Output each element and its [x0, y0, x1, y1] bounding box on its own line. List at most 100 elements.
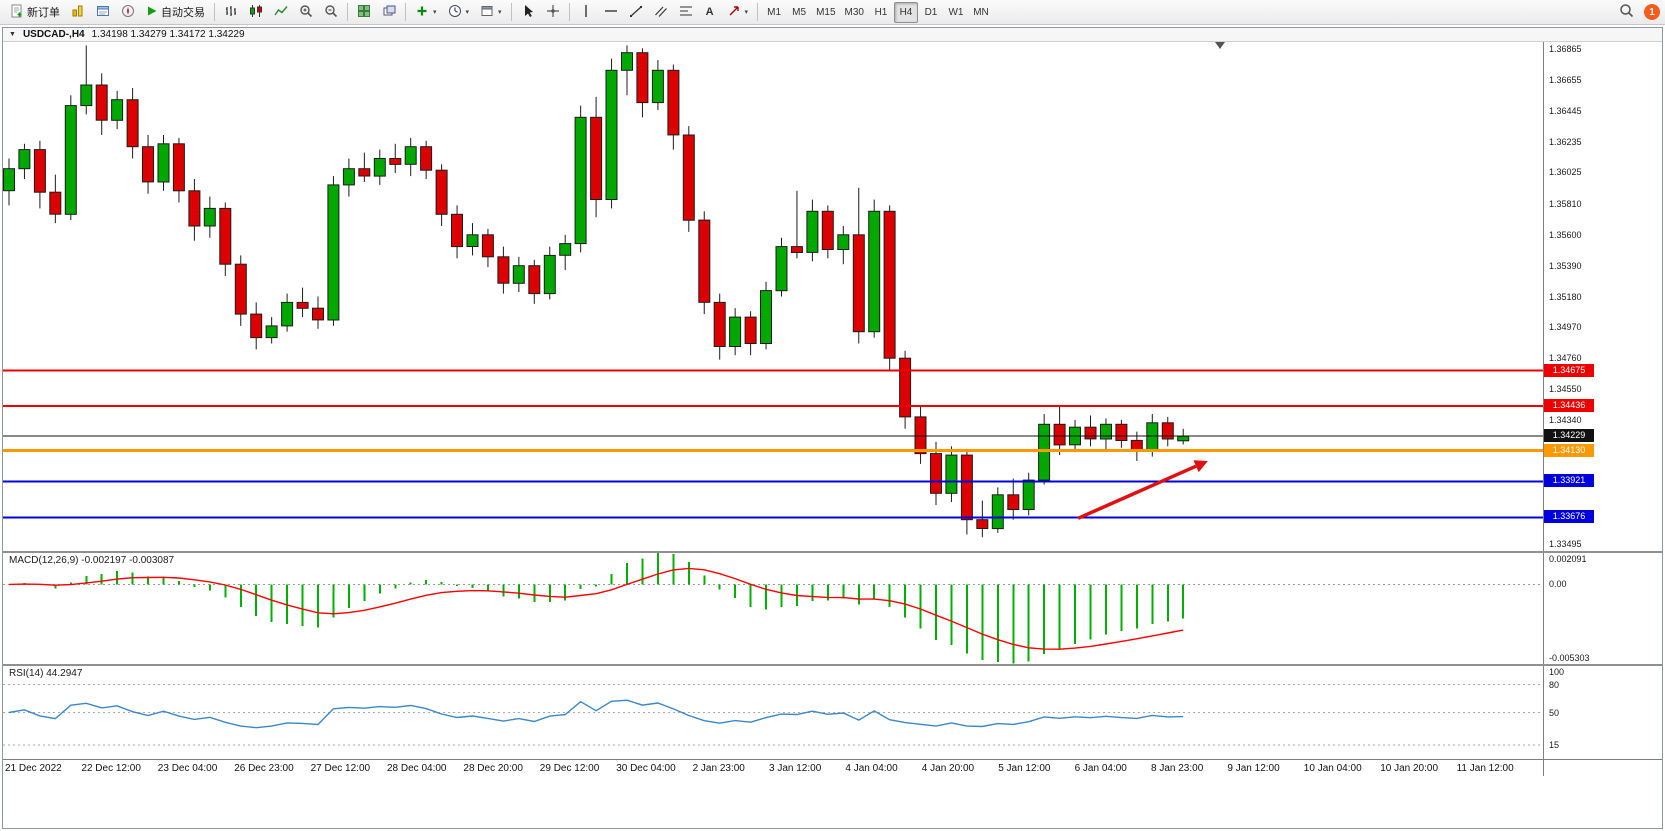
- macd-histogram: [23, 553, 1185, 664]
- zoom-in-button[interactable]: [294, 2, 318, 23]
- timeframe-button-m30[interactable]: M30: [844, 6, 864, 18]
- time-axis-label: 3 Jan 12:00: [769, 763, 822, 774]
- macd-canvas[interactable]: [3, 553, 1543, 664]
- price-axis[interactable]: 1.36865 1.36655 1.36445 1.36235 1.36025 1.358…: [1543, 42, 1662, 551]
- price-tick-label: 1.35810: [1549, 198, 1582, 209]
- candle-body: [49, 191, 62, 215]
- main-chart-canvas[interactable]: [3, 42, 1543, 551]
- fibonacci-tool-button[interactable]: [674, 2, 698, 23]
- rsi-tick-label: 15: [1549, 740, 1560, 751]
- cursor-tool-button[interactable]: [516, 2, 540, 23]
- macd-tick-label: -0.005303: [1549, 653, 1590, 663]
- periods-button[interactable]: ▾: [443, 2, 475, 23]
- timeframe-button-h1[interactable]: H1: [874, 6, 888, 18]
- timeframe-button-m1[interactable]: M1: [767, 6, 782, 18]
- cursor-icon: [521, 4, 535, 21]
- timeframe-button-w1[interactable]: W1: [948, 6, 964, 18]
- bar-chart-mode-button[interactable]: [219, 2, 243, 23]
- price-tick-label: 1.36655: [1549, 74, 1582, 85]
- macd-tick-label: 0.00: [1549, 579, 1567, 590]
- rsi-axis[interactable]: 100 80 50 15: [1543, 666, 1662, 759]
- price-tick-label: 1.34760: [1549, 353, 1582, 364]
- main-chart-pane[interactable]: [3, 42, 1543, 551]
- candle-body: [234, 263, 247, 315]
- candle-body: [1022, 479, 1035, 511]
- horizontal-lines-layer[interactable]: [3, 369, 1543, 519]
- panel-splitter[interactable]: [3, 664, 1662, 666]
- candle-body: [172, 143, 185, 192]
- price-badge: 1.33676: [1544, 510, 1594, 524]
- candle-body: [636, 52, 649, 104]
- navigator-button[interactable]: [116, 2, 140, 23]
- indicators-button[interactable]: ▾: [410, 2, 442, 23]
- candle-body: [404, 146, 417, 165]
- text-tool-button[interactable]: A: [699, 2, 721, 23]
- macd-label: MACD(12,26,9) -0.002197 -0.003087: [9, 555, 175, 566]
- candle-body: [1007, 494, 1020, 510]
- tile-windows-icon: [357, 4, 371, 21]
- fibonacci-icon: [679, 4, 693, 21]
- data-window-button[interactable]: [91, 2, 115, 23]
- zoom-out-button[interactable]: [319, 2, 343, 23]
- candle-body: [142, 146, 154, 183]
- collapse-arrow-icon[interactable]: ▼: [9, 31, 16, 38]
- candle-body: [1084, 426, 1097, 440]
- candle-body: [790, 246, 803, 254]
- candle-body: [605, 69, 618, 200]
- candles-layer: [3, 45, 1190, 538]
- candle-body: [265, 325, 278, 339]
- candle-body: [775, 246, 788, 292]
- timeframe-button-m5[interactable]: M5: [792, 6, 807, 18]
- chart-shift-marker[interactable]: [1215, 42, 1225, 49]
- candle-body: [296, 301, 309, 309]
- market-watch-button[interactable]: [66, 2, 90, 23]
- candle-body: [559, 243, 572, 256]
- rsi-pane[interactable]: RSI(14) 44.2947: [3, 666, 1543, 759]
- time-axis-label: 23 Dec 04:00: [157, 763, 218, 774]
- tile-windows-button[interactable]: [352, 2, 376, 23]
- time-axis-label: 8 Jan 23:00: [1151, 763, 1204, 774]
- notification-badge[interactable]: 1: [1644, 4, 1660, 20]
- trendline-tool-button[interactable]: [624, 2, 648, 23]
- vertical-line-tool-button[interactable]: [574, 2, 598, 23]
- chart-title-symbol: USDCAD-,H4: [22, 29, 85, 40]
- line-chart-mode-button[interactable]: [269, 2, 293, 23]
- time-axis-label: 2 Jan 23:00: [692, 763, 745, 774]
- search-button[interactable]: [1614, 2, 1639, 23]
- price-badge: 1.34130: [1544, 443, 1594, 457]
- macd-axis[interactable]: 0.002091 0.00 -0.005303: [1543, 553, 1662, 664]
- toolbar-separator: [214, 3, 215, 21]
- horizontal-line-tool-button[interactable]: [599, 2, 623, 23]
- arrow-tool-icon: [727, 4, 741, 21]
- chart-titlebar[interactable]: ▼ USDCAD-,H4 1.34198 1.34279 1.34172 1.3…: [3, 28, 1662, 42]
- timeframe-button-m15[interactable]: M15: [816, 6, 836, 18]
- toolbar-separator: [757, 3, 759, 21]
- autotrading-button[interactable]: 自动交易: [141, 2, 210, 23]
- crosshair-tool-button[interactable]: [541, 2, 565, 23]
- dropdown-caret-icon: ▾: [433, 9, 437, 16]
- price-tick-label: 1.35390: [1549, 260, 1582, 271]
- candlestick-mode-button[interactable]: [244, 2, 268, 23]
- candle-body: [497, 256, 510, 284]
- macd-pane[interactable]: MACD(12,26,9) -0.002197 -0.003087: [3, 553, 1543, 664]
- timeframe-button-mn[interactable]: MN: [973, 6, 989, 18]
- cascade-windows-button[interactable]: [377, 2, 401, 23]
- candle-body: [481, 234, 494, 258]
- candle-body: [837, 234, 850, 251]
- candle-body: [203, 207, 216, 227]
- panel-splitter[interactable]: [3, 551, 1662, 553]
- channel-tool-button[interactable]: [649, 2, 673, 23]
- candle-body: [373, 158, 386, 177]
- rsi-canvas[interactable]: [3, 666, 1543, 759]
- timeframe-button-h4[interactable]: H4: [893, 1, 918, 23]
- candle-body: [1053, 423, 1066, 446]
- new-order-button[interactable]: 新订单: [5, 2, 65, 23]
- zoom-out-icon: [324, 4, 338, 21]
- time-axis[interactable]: 21 Dec 2022 22 Dec 12:00 23 Dec 04:00 26 De…: [3, 759, 1543, 776]
- timeframe-button-d1[interactable]: D1: [924, 6, 938, 18]
- candle-body: [621, 52, 633, 71]
- trend-arrow[interactable]: [1077, 460, 1208, 520]
- candle-body: [435, 169, 448, 215]
- arrows-tool-button[interactable]: ▾: [722, 2, 754, 23]
- templates-button[interactable]: ▾: [475, 2, 507, 23]
